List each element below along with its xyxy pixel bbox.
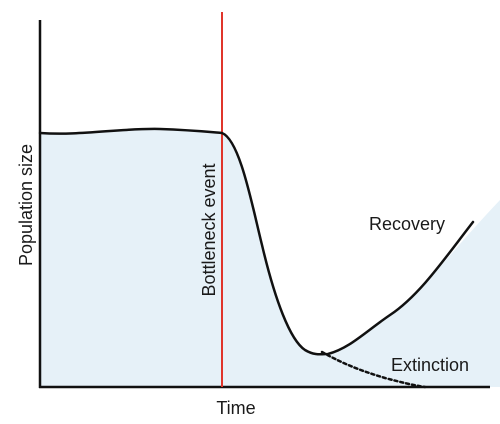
extinction-curve bbox=[320, 350, 427, 389]
population-area bbox=[40, 128, 500, 387]
bottleneck-event-label: Bottleneck event bbox=[199, 163, 219, 296]
population-curve bbox=[38, 127, 475, 356]
y-axis-label: Population size bbox=[16, 144, 36, 266]
x-axis-label: Time bbox=[216, 398, 255, 418]
recovery-label: Recovery bbox=[369, 214, 445, 234]
extinction-label: Extinction bbox=[391, 355, 469, 375]
